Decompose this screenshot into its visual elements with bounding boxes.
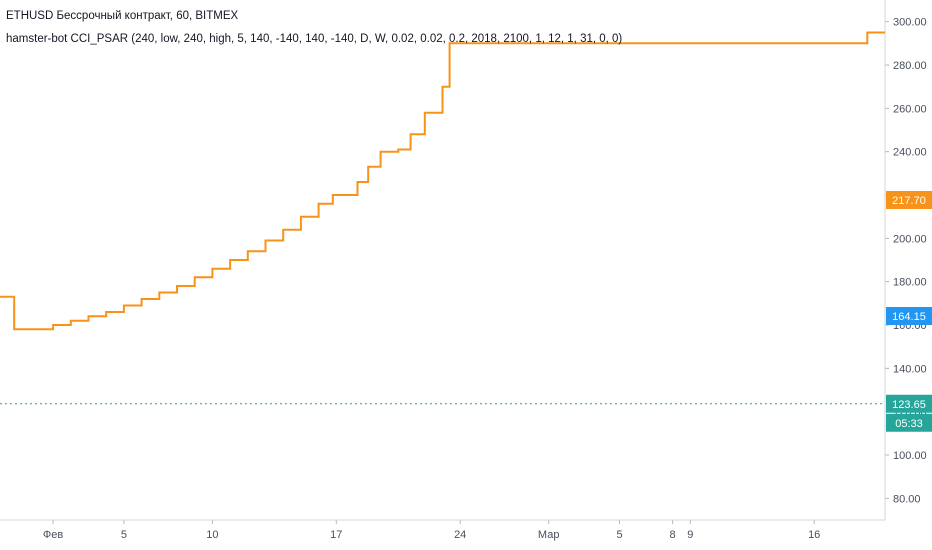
countdown-badge: 05:33: [895, 418, 923, 430]
orange-level-badge-bg: [886, 190, 932, 209]
y-tick-label: 100.00: [893, 450, 927, 462]
y-tick-label: 180.00: [893, 277, 927, 289]
y-tick-label: 80.00: [893, 493, 921, 505]
y-tick-label: 280.00: [893, 60, 927, 72]
y-tick-label: 200.00: [893, 233, 927, 245]
y-tick-label: 140.00: [893, 363, 927, 375]
y-tick-label: 300.00: [893, 17, 927, 29]
x-tick-label: Фев: [43, 529, 63, 541]
x-tick-label: 5: [616, 529, 622, 541]
x-tick-label: 5: [121, 529, 127, 541]
blue-level-badge: 164.15: [892, 311, 926, 323]
last-price-badge: 123.65: [892, 399, 926, 411]
last-price-badge-bg: [886, 394, 932, 413]
x-tick-label: 9: [687, 529, 693, 541]
orange-level-badge: 217.70: [892, 195, 926, 207]
x-tick-label: 24: [454, 529, 466, 541]
indicator-params: hamster-bot CCI_PSAR (240, low, 240, hig…: [6, 33, 623, 45]
countdown-badge-bg: [886, 413, 932, 432]
series-line-0: [0, 31, 885, 331]
symbol-title: ETHUSD Бессрочный контракт, 60, BITMEX: [6, 10, 239, 22]
blue-level-badge-bg: [886, 307, 932, 326]
y-tick-label: 260.00: [893, 103, 927, 115]
y-tick-label: 240.00: [893, 147, 927, 159]
x-tick-label: 8: [670, 529, 676, 541]
x-tick-label: 16: [808, 529, 820, 541]
x-tick-label: Мар: [538, 529, 560, 541]
x-tick-label: 17: [330, 529, 342, 541]
x-tick-label: 10: [206, 529, 218, 541]
